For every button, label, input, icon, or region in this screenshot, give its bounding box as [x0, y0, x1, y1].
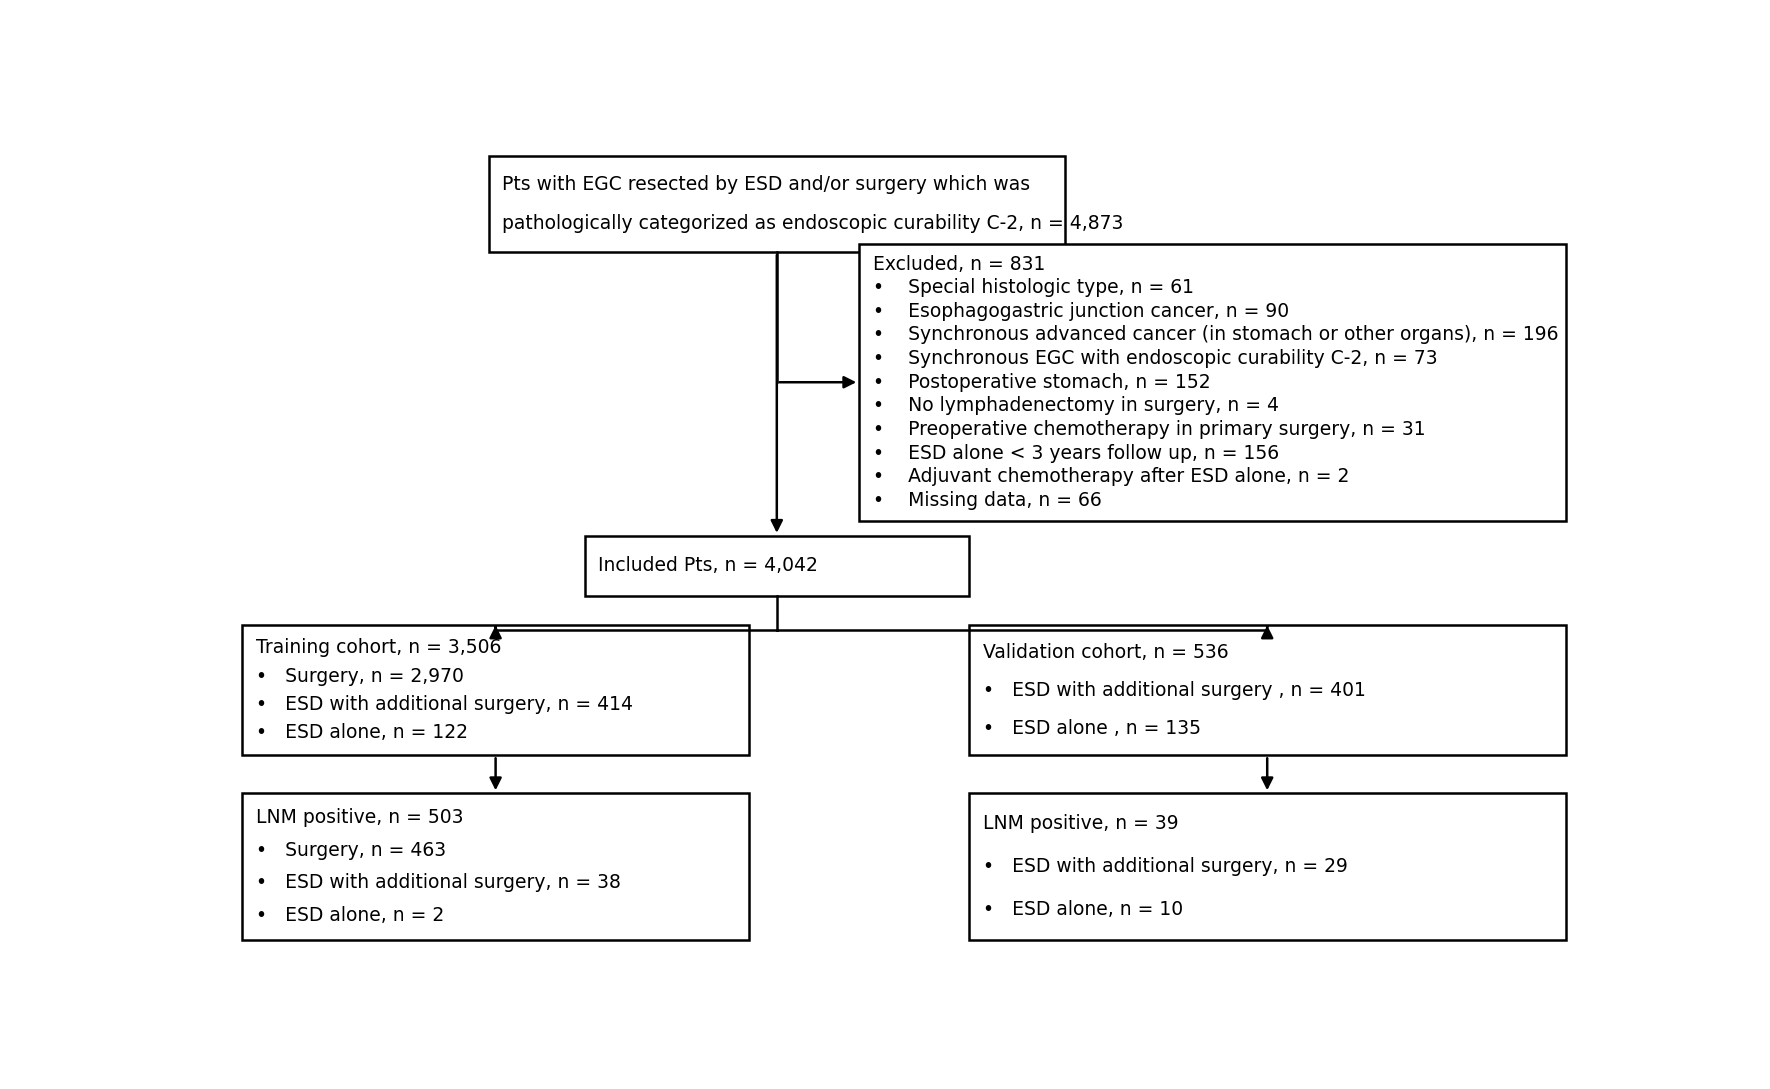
FancyBboxPatch shape	[968, 625, 1566, 756]
Text: •    Esophagogastric junction cancer, n = 90: • Esophagogastric junction cancer, n = 9…	[873, 302, 1289, 321]
FancyBboxPatch shape	[858, 244, 1566, 521]
Text: Validation cohort, n = 536: Validation cohort, n = 536	[982, 644, 1228, 662]
Text: •    Preoperative chemotherapy in primary surgery, n = 31: • Preoperative chemotherapy in primary s…	[873, 420, 1425, 439]
Text: •   Surgery, n = 463: • Surgery, n = 463	[255, 841, 446, 859]
Text: LNM positive, n = 503: LNM positive, n = 503	[255, 808, 464, 828]
Text: •   Surgery, n = 2,970: • Surgery, n = 2,970	[255, 666, 464, 686]
Text: •   ESD with additional surgery, n = 414: • ESD with additional surgery, n = 414	[255, 695, 632, 714]
Text: •    Missing data, n = 66: • Missing data, n = 66	[873, 491, 1101, 510]
Text: pathologically categorized as endoscopic curability C-2, n = 4,873: pathologically categorized as endoscopic…	[503, 215, 1124, 233]
Text: Excluded, n = 831: Excluded, n = 831	[873, 255, 1046, 273]
Text: •   ESD alone, n = 2: • ESD alone, n = 2	[255, 906, 444, 925]
Text: •   ESD with additional surgery, n = 38: • ESD with additional surgery, n = 38	[255, 873, 621, 892]
Text: •    Adjuvant chemotherapy after ESD alone, n = 2: • Adjuvant chemotherapy after ESD alone,…	[873, 467, 1349, 487]
Text: Pts with EGC resected by ESD and/or surgery which was: Pts with EGC resected by ESD and/or surg…	[503, 174, 1030, 194]
Text: •    Synchronous advanced cancer (in stomach or other organs), n = 196: • Synchronous advanced cancer (in stomac…	[873, 326, 1558, 344]
Text: •    No lymphadenectomy in surgery, n = 4: • No lymphadenectomy in surgery, n = 4	[873, 396, 1280, 415]
Text: •   ESD alone , n = 135: • ESD alone , n = 135	[982, 719, 1200, 737]
Text: •   ESD alone, n = 10: • ESD alone, n = 10	[982, 901, 1182, 919]
FancyBboxPatch shape	[584, 536, 968, 596]
Text: •    Postoperative stomach, n = 152: • Postoperative stomach, n = 152	[873, 372, 1211, 392]
Text: •    Synchronous EGC with endoscopic curability C-2, n = 73: • Synchronous EGC with endoscopic curabi…	[873, 350, 1437, 368]
Text: •    ESD alone < 3 years follow up, n = 156: • ESD alone < 3 years follow up, n = 156	[873, 443, 1280, 463]
Text: •   ESD with additional surgery , n = 401: • ESD with additional surgery , n = 401	[982, 681, 1365, 700]
Text: •   ESD with additional surgery, n = 29: • ESD with additional surgery, n = 29	[982, 857, 1347, 876]
Text: Training cohort, n = 3,506: Training cohort, n = 3,506	[255, 638, 501, 658]
Text: •    Special histologic type, n = 61: • Special histologic type, n = 61	[873, 278, 1193, 297]
FancyBboxPatch shape	[242, 625, 749, 756]
FancyBboxPatch shape	[968, 793, 1566, 940]
Text: LNM positive, n = 39: LNM positive, n = 39	[982, 813, 1179, 833]
FancyBboxPatch shape	[489, 156, 1066, 253]
Text: •   ESD alone, n = 122: • ESD alone, n = 122	[255, 723, 467, 743]
FancyBboxPatch shape	[242, 793, 749, 940]
Text: Included Pts, n = 4,042: Included Pts, n = 4,042	[598, 556, 818, 575]
